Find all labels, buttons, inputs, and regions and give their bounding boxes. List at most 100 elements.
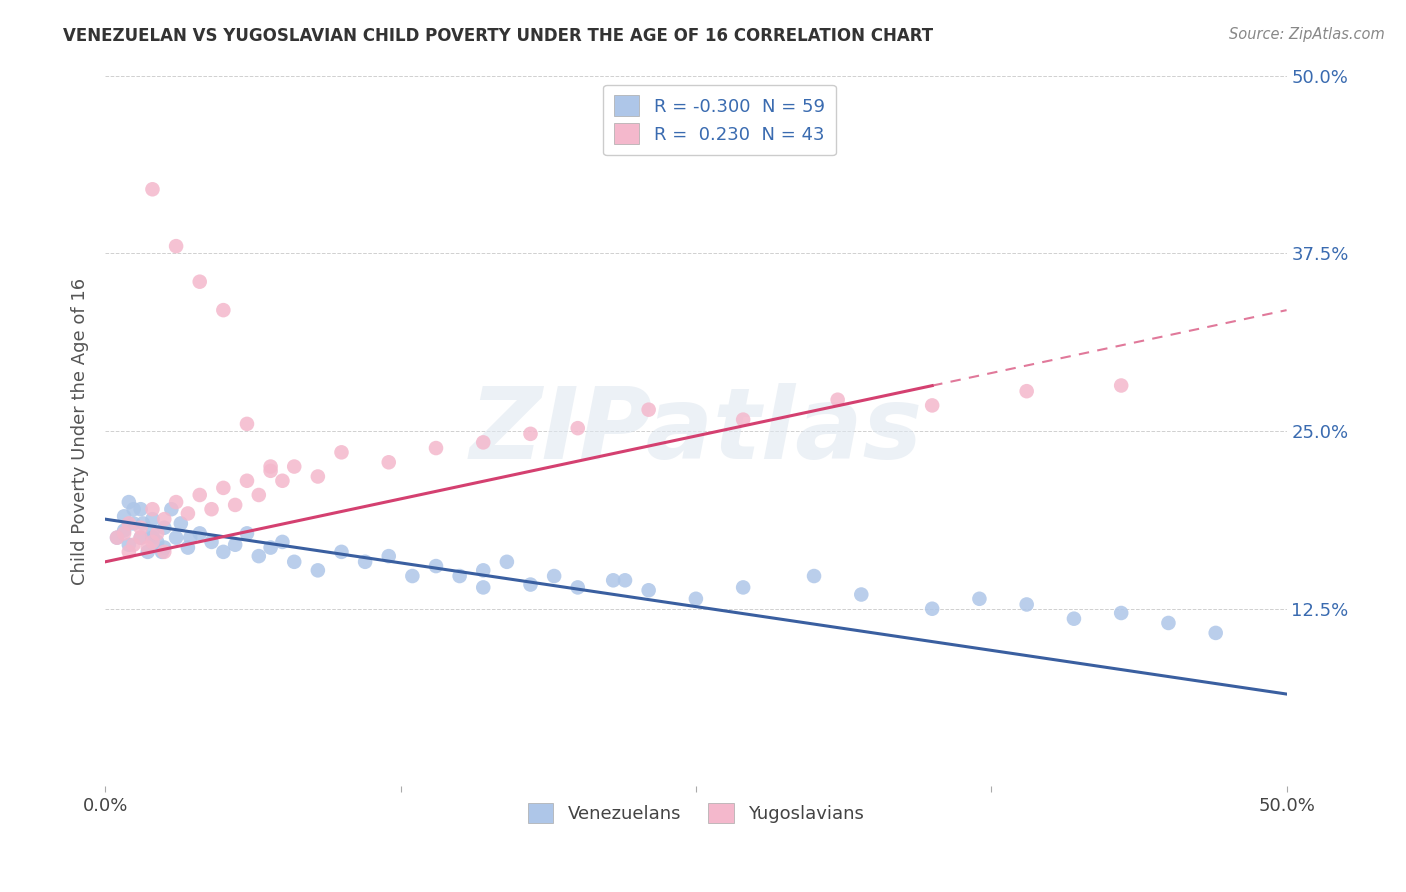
Point <box>733 581 755 595</box>
Point <box>567 581 589 595</box>
Point <box>129 521 152 535</box>
Point <box>401 569 423 583</box>
Point <box>153 521 176 535</box>
Point <box>247 488 270 502</box>
Text: VENEZUELAN VS YUGOSLAVIAN CHILD POVERTY UNDER THE AGE OF 16 CORRELATION CHART: VENEZUELAN VS YUGOSLAVIAN CHILD POVERTY … <box>63 27 934 45</box>
Point <box>200 502 222 516</box>
Point <box>141 512 163 526</box>
Point <box>170 516 193 531</box>
Point <box>330 445 353 459</box>
Point <box>165 531 187 545</box>
Point <box>271 474 294 488</box>
Point <box>177 541 200 555</box>
Point <box>259 464 281 478</box>
Point <box>141 526 163 541</box>
Point <box>212 303 235 318</box>
Point <box>330 545 353 559</box>
Point <box>472 581 495 595</box>
Point <box>129 531 152 545</box>
Point <box>122 502 145 516</box>
Point <box>307 469 329 483</box>
Point <box>472 563 495 577</box>
Point <box>224 498 246 512</box>
Point <box>614 574 637 588</box>
Point <box>129 502 152 516</box>
Point <box>112 509 135 524</box>
Point <box>236 526 259 541</box>
Point <box>224 538 246 552</box>
Point <box>146 526 169 541</box>
Point <box>141 502 163 516</box>
Point <box>153 512 176 526</box>
Text: Source: ZipAtlas.com: Source: ZipAtlas.com <box>1229 27 1385 42</box>
Point <box>283 555 305 569</box>
Point <box>118 545 141 559</box>
Point <box>212 545 235 559</box>
Point <box>132 516 155 531</box>
Point <box>271 535 294 549</box>
Point <box>118 495 141 509</box>
Point <box>188 526 211 541</box>
Point <box>921 601 943 615</box>
Point <box>165 239 187 253</box>
Point <box>247 549 270 563</box>
Point <box>146 535 169 549</box>
Point <box>425 441 447 455</box>
Y-axis label: Child Poverty Under the Age of 16: Child Poverty Under the Age of 16 <box>72 277 89 584</box>
Point <box>1205 626 1227 640</box>
Point <box>136 541 159 555</box>
Point <box>165 495 187 509</box>
Point <box>851 588 873 602</box>
Point <box>519 577 541 591</box>
Point <box>259 541 281 555</box>
Legend: Venezuelans, Yugoslavians: Venezuelans, Yugoslavians <box>517 792 875 834</box>
Point <box>236 417 259 431</box>
Point <box>803 569 825 583</box>
Point <box>141 531 163 545</box>
Point <box>354 555 377 569</box>
Point <box>136 545 159 559</box>
Point <box>160 502 183 516</box>
Point <box>377 455 399 469</box>
Point <box>153 545 176 559</box>
Point <box>519 426 541 441</box>
Point <box>921 398 943 412</box>
Point <box>188 275 211 289</box>
Point <box>112 524 135 538</box>
Point <box>259 459 281 474</box>
Point <box>377 549 399 563</box>
Point <box>449 569 471 583</box>
Point <box>1063 612 1085 626</box>
Point <box>543 569 565 583</box>
Point <box>112 526 135 541</box>
Point <box>118 538 141 552</box>
Point <box>307 563 329 577</box>
Point <box>1109 606 1132 620</box>
Point <box>122 538 145 552</box>
Point <box>496 555 519 569</box>
Point <box>177 507 200 521</box>
Point <box>122 516 145 531</box>
Point <box>200 535 222 549</box>
Point <box>733 412 755 426</box>
Point <box>1015 384 1038 399</box>
Point <box>150 545 173 559</box>
Point <box>637 402 659 417</box>
Point <box>188 488 211 502</box>
Point <box>827 392 849 407</box>
Point <box>179 531 201 545</box>
Point <box>567 421 589 435</box>
Point <box>969 591 991 606</box>
Point <box>105 531 128 545</box>
Point <box>212 481 235 495</box>
Point <box>105 531 128 545</box>
Point <box>472 435 495 450</box>
Text: ZIPatlas: ZIPatlas <box>470 383 922 480</box>
Point <box>685 591 707 606</box>
Point <box>1157 615 1180 630</box>
Point <box>141 182 163 196</box>
Point <box>602 574 624 588</box>
Point <box>1109 378 1132 392</box>
Point <box>236 474 259 488</box>
Point <box>425 559 447 574</box>
